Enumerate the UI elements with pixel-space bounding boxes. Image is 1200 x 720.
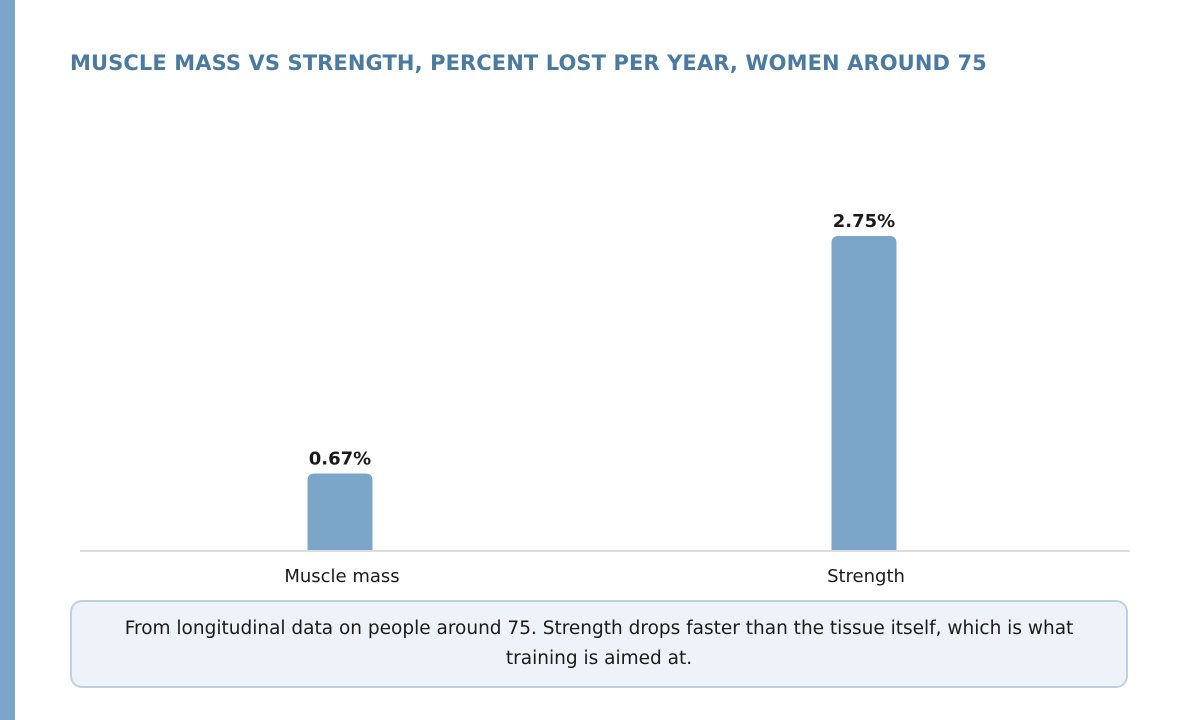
footnote-box: From longitudinal data on people around … [70, 600, 1128, 688]
bar-strength [831, 236, 897, 550]
footnote-text: From longitudinal data on people around … [124, 618, 1074, 669]
bar-value-label: 0.67% [309, 448, 371, 469]
category-label: Strength [827, 566, 905, 587]
bar-muscle-mass [307, 473, 373, 550]
chart-title: MUSCLE MASS VS STRENGTH, PERCENT LOST PE… [70, 51, 987, 75]
bar-value-label: 2.75% [833, 211, 895, 232]
category-label: Muscle mass [284, 566, 399, 587]
left-accent-bar [0, 0, 15, 720]
